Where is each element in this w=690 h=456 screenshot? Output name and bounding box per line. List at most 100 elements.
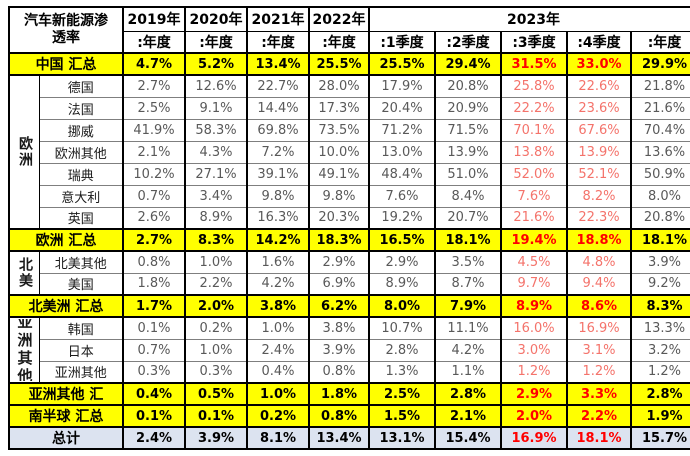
value-cell: 6.2% <box>308 294 370 318</box>
value-cell: 14.4% <box>246 96 310 120</box>
table-row: 欧洲 汇总 2.7% 8.3% 14.2% 18.3% 16.5% 18.1% 19.4% 18… <box>8 228 690 252</box>
value-cell: 22.7% <box>246 74 310 98</box>
table-row: 日本 0.7% 1.0% 2.4% 3.9% 2.8% 4.2% 3.0% 3.1% 3.2% <box>9 338 690 362</box>
value-cell: 1.1% <box>434 360 502 384</box>
col-header-2021: 2021年 <box>246 6 310 32</box>
value-cell: 0.1% <box>122 316 186 340</box>
value-cell: 23.6% <box>566 96 632 120</box>
header-row-years: 汽车新能源渗 透率 2019年 2020年 2021年 2022年 2023年 <box>8 6 690 54</box>
value-cell: 9.4% <box>566 272 632 296</box>
value-cell: 1.7% <box>122 294 186 318</box>
value-cell: 16.5% <box>368 228 436 252</box>
value-cell: 20.4% <box>368 96 436 120</box>
row-label: 中国 汇总 <box>8 52 124 76</box>
value-cell: 13.6% <box>629 140 690 164</box>
value-cell: 9.8% <box>308 184 370 208</box>
value-cell: 39.1% <box>246 162 310 186</box>
value-cell: 29.4% <box>434 52 502 76</box>
value-cell: 0.8% <box>308 404 370 428</box>
table-row: 中国 汇总 4.7% 5.2% 13.4% 25.5% 25.5% 29.4% 31.5% 33… <box>8 52 690 76</box>
period-2019-year: :年度 <box>122 30 186 54</box>
row-label: 北美其他 <box>38 250 124 274</box>
value-cell: 7.6% <box>500 184 568 208</box>
value-cell: 7.9% <box>434 294 502 318</box>
row-label: 总计 <box>8 426 124 450</box>
value-cell: 18.8% <box>566 228 632 252</box>
value-cell: 8.4% <box>434 184 502 208</box>
value-cell: 2.8% <box>368 338 436 362</box>
value-cell: 1.6% <box>246 250 310 274</box>
value-cell: 0.5% <box>184 382 248 406</box>
row-label: 欧洲其他 <box>38 140 124 164</box>
value-cell: 16.3% <box>246 206 310 230</box>
col-header-2022: 2022年 <box>308 6 370 32</box>
value-cell: 1.0% <box>184 338 248 362</box>
row-label: 意大利 <box>38 184 124 208</box>
value-cell: 0.2% <box>246 404 310 428</box>
value-cell: 11.1% <box>434 316 502 340</box>
value-cell: 73.5% <box>308 118 370 142</box>
header-row-periods: :年度 :年度 :年度 :年度 :1季度 :2季度 :3季度 :4季度 :年度 <box>9 30 690 54</box>
row-label: 法国 <box>38 96 124 120</box>
value-cell: 0.8% <box>308 360 370 384</box>
value-cell: 1.2% <box>500 360 568 384</box>
value-cell: 1.9% <box>629 404 690 428</box>
row-label: 韩国 <box>38 316 124 340</box>
value-cell: 19.2% <box>368 206 436 230</box>
value-cell: 25.5% <box>368 52 436 76</box>
value-cell: 3.3% <box>566 382 632 406</box>
value-cell: 4.7% <box>122 52 186 76</box>
value-cell: 0.1% <box>184 404 248 428</box>
table-body: 中国 汇总 4.7% 5.2% 13.4% 25.5% 25.5% 29.4% 31.5% 33… <box>8 52 690 450</box>
value-cell: 0.3% <box>184 360 248 384</box>
value-cell: 0.7% <box>122 184 186 208</box>
value-cell: 2.9% <box>368 250 436 274</box>
value-cell: 25.5% <box>308 52 370 76</box>
value-cell: 22.6% <box>566 74 632 98</box>
value-cell: 8.3% <box>629 294 690 318</box>
row-label: 欧洲 汇总 <box>8 228 124 252</box>
value-cell: 9.8% <box>246 184 310 208</box>
table-row: 欧洲 德国 2.7% 12.6% 22.7% 28.0% 17.9% 20.8% 25.8% 22… <box>8 74 690 230</box>
value-cell: 69.8% <box>246 118 310 142</box>
col-header-2020: 2020年 <box>184 6 248 32</box>
row-label: 挪威 <box>38 118 124 142</box>
value-cell: 3.8% <box>246 294 310 318</box>
period-2022-year: :年度 <box>308 30 370 54</box>
value-cell: 3.9% <box>184 426 248 450</box>
value-cell: 21.6% <box>629 96 690 120</box>
period-2023-q2: :2季度 <box>434 30 502 54</box>
row-label: 美国 <box>38 272 124 296</box>
value-cell: 7.6% <box>368 184 436 208</box>
value-cell: 13.4% <box>246 52 310 76</box>
value-cell: 8.9% <box>184 206 248 230</box>
value-cell: 1.2% <box>566 360 632 384</box>
value-cell: 6.9% <box>308 272 370 296</box>
region-group-label: 北美 <box>8 250 40 296</box>
value-cell: 20.3% <box>308 206 370 230</box>
value-cell: 2.4% <box>246 338 310 362</box>
table-row: 英国 2.6% 8.9% 16.3% 20.3% 19.2% 20.7% 21.6% 22.3%… <box>9 206 690 230</box>
row-label: 北美洲 汇总 <box>8 294 124 318</box>
region-group-label: 亚洲其他 <box>8 316 40 384</box>
row-label: 南半球 汇总 <box>8 404 124 428</box>
value-cell: 52.1% <box>566 162 632 186</box>
value-cell: 2.8% <box>629 382 690 406</box>
value-cell: 25.8% <box>500 74 568 98</box>
value-cell: 20.9% <box>434 96 502 120</box>
value-cell: 10.2% <box>122 162 186 186</box>
value-cell: 1.0% <box>184 250 248 274</box>
value-cell: 0.2% <box>184 316 248 340</box>
value-cell: 0.4% <box>122 382 186 406</box>
value-cell: 17.9% <box>368 74 436 98</box>
value-cell: 4.2% <box>246 272 310 296</box>
value-cell: 21.6% <box>500 206 568 230</box>
table-title: 汽车新能源渗 透率 <box>8 6 124 54</box>
value-cell: 2.7% <box>122 228 186 252</box>
row-label: 德国 <box>38 74 124 98</box>
value-cell: 2.7% <box>122 74 186 98</box>
value-cell: 13.9% <box>566 140 632 164</box>
value-cell: 18.1% <box>566 426 632 450</box>
value-cell: 10.0% <box>308 140 370 164</box>
value-cell: 8.3% <box>184 228 248 252</box>
